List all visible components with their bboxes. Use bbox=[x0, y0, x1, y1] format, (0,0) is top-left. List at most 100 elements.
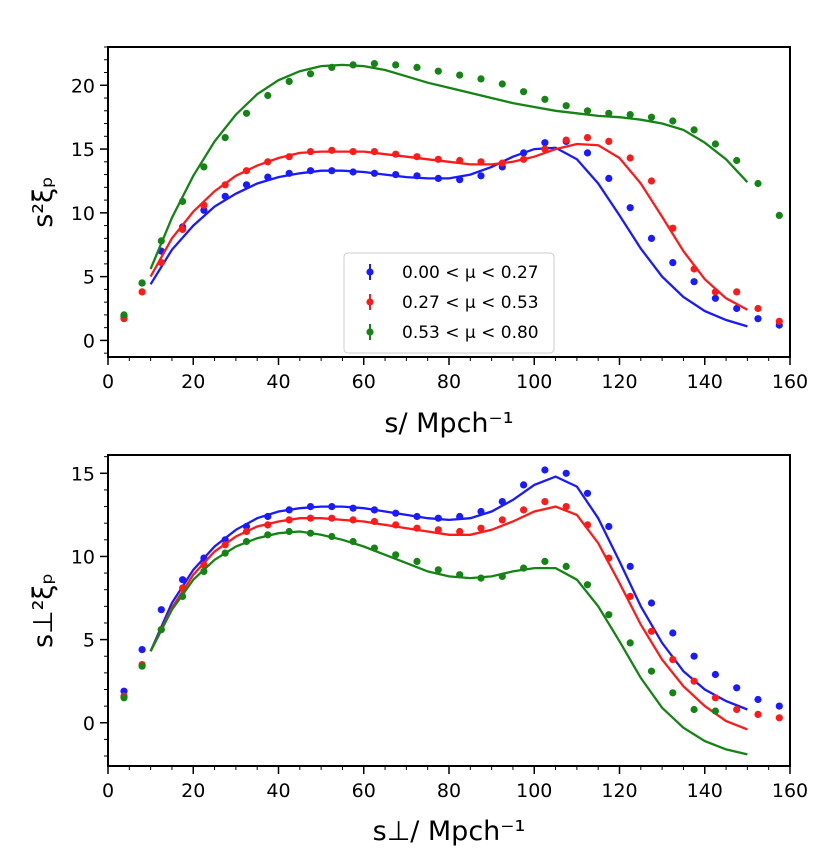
data-point bbox=[221, 192, 229, 200]
model-curve bbox=[149, 142, 748, 311]
x-tick-label: 120 bbox=[601, 371, 637, 393]
data-point bbox=[434, 526, 442, 534]
data-point bbox=[626, 562, 634, 571]
data-point bbox=[138, 662, 146, 670]
data-point bbox=[413, 557, 421, 566]
top-panel: 0 20 40 60 80 100 120 140 160 0 5 10 15 20 s/ Mpch⁻¹ s²… bbox=[28, 46, 808, 439]
y-tick-label: 15 bbox=[71, 139, 95, 161]
data-point bbox=[264, 158, 272, 166]
data-point bbox=[775, 714, 783, 722]
data-point bbox=[392, 521, 400, 529]
x-tick-label: 140 bbox=[687, 371, 723, 393]
data-point bbox=[306, 503, 315, 511]
data-point bbox=[647, 234, 656, 242]
data-point bbox=[456, 527, 464, 536]
data-point bbox=[477, 574, 485, 582]
y-tick-label: 0 bbox=[83, 330, 95, 352]
data-point bbox=[541, 498, 549, 506]
data-point bbox=[669, 117, 677, 125]
y-tick-label: 10 bbox=[71, 203, 95, 225]
x-tick-label: 100 bbox=[516, 371, 552, 393]
data-point bbox=[669, 224, 677, 232]
data-point bbox=[520, 481, 528, 489]
data-point bbox=[264, 91, 272, 100]
data-point bbox=[328, 63, 336, 71]
model-curve bbox=[149, 505, 748, 731]
x-tick-label: 80 bbox=[437, 780, 461, 802]
data-point bbox=[434, 67, 442, 75]
data-point bbox=[669, 629, 677, 637]
data-point bbox=[200, 163, 208, 171]
data-point bbox=[690, 705, 698, 714]
data-point bbox=[306, 148, 315, 156]
x-tick-label: 140 bbox=[687, 780, 723, 802]
data-point bbox=[200, 206, 208, 214]
data-point bbox=[477, 75, 485, 83]
data-point bbox=[285, 77, 293, 85]
series-1 bbox=[120, 134, 783, 325]
data-point bbox=[120, 694, 128, 702]
data-point bbox=[370, 544, 378, 552]
data-point bbox=[754, 710, 762, 719]
data-point bbox=[711, 707, 720, 715]
data-point bbox=[306, 529, 315, 537]
y-tick-label: 20 bbox=[71, 75, 95, 97]
data-point bbox=[179, 584, 187, 592]
x-tick-label: 20 bbox=[181, 371, 205, 393]
data-point bbox=[179, 225, 187, 233]
data-point bbox=[711, 694, 720, 702]
data-point bbox=[285, 169, 293, 177]
data-point bbox=[285, 153, 293, 161]
legend-box bbox=[343, 252, 555, 354]
data-point bbox=[733, 684, 741, 692]
data-point bbox=[413, 512, 421, 521]
y-axis-label: s²ξₚ bbox=[28, 176, 59, 228]
data-point bbox=[647, 599, 656, 607]
data-point bbox=[583, 149, 592, 157]
data-point bbox=[328, 514, 336, 522]
data-point bbox=[434, 174, 442, 182]
data-point bbox=[498, 572, 506, 581]
series-1 bbox=[120, 498, 783, 731]
data-point bbox=[413, 172, 421, 180]
data-point bbox=[413, 153, 421, 161]
data-point bbox=[754, 695, 762, 704]
data-point bbox=[605, 554, 613, 562]
data-point bbox=[583, 107, 592, 115]
data-point bbox=[498, 498, 506, 506]
data-point bbox=[562, 503, 570, 511]
data-point bbox=[647, 627, 656, 635]
data-point bbox=[179, 197, 187, 205]
x-tick-label: 160 bbox=[772, 780, 808, 802]
data-point bbox=[626, 639, 634, 647]
x-tick-label: 120 bbox=[601, 780, 637, 802]
data-point bbox=[242, 537, 251, 546]
data-point bbox=[413, 63, 421, 71]
data-point bbox=[349, 168, 357, 176]
data-point bbox=[477, 524, 485, 532]
series-2 bbox=[120, 60, 783, 319]
data-point bbox=[647, 113, 656, 121]
series-2 bbox=[120, 527, 748, 756]
data-point bbox=[221, 134, 229, 142]
x-tick-label: 40 bbox=[266, 371, 290, 393]
data-point bbox=[775, 702, 783, 710]
data-point bbox=[370, 517, 378, 526]
data-point bbox=[520, 149, 528, 157]
legend-label: 0.00 < μ < 0.27 bbox=[402, 263, 539, 283]
model-curve bbox=[149, 63, 749, 270]
data-point bbox=[605, 611, 613, 619]
x-axis-label: s/ Mpch⁻¹ bbox=[384, 408, 513, 439]
data-point bbox=[711, 140, 720, 148]
data-point bbox=[541, 145, 549, 153]
data-point bbox=[157, 626, 165, 634]
data-point bbox=[647, 177, 656, 185]
data-point bbox=[221, 181, 229, 189]
data-point bbox=[520, 155, 528, 163]
data-point bbox=[120, 311, 128, 319]
y-axis-label: s⊥²ξₚ bbox=[28, 573, 59, 648]
data-point bbox=[541, 139, 549, 147]
legend-label: 0.53 < μ < 0.80 bbox=[402, 323, 539, 343]
legend-label: 0.27 < μ < 0.53 bbox=[402, 293, 539, 313]
data-point bbox=[775, 211, 783, 219]
